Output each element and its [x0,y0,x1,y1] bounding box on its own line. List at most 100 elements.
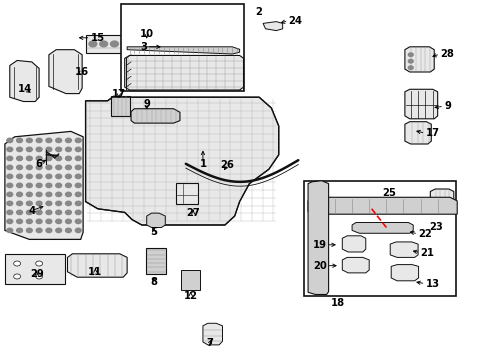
Circle shape [17,156,22,161]
Circle shape [65,147,71,152]
Text: 23: 23 [428,222,442,232]
Circle shape [46,174,52,179]
Text: 25: 25 [381,188,395,198]
Text: 4: 4 [28,206,35,216]
Text: 14: 14 [18,84,33,94]
Circle shape [7,138,13,143]
Polygon shape [127,47,239,54]
Text: 15: 15 [90,33,104,43]
Circle shape [36,210,42,215]
Text: 18: 18 [330,298,344,308]
Text: 13: 13 [425,279,439,289]
Circle shape [56,183,61,188]
Circle shape [56,192,61,197]
Circle shape [26,228,32,233]
Bar [85,35,190,53]
Circle shape [17,192,22,197]
Circle shape [7,183,13,188]
Circle shape [7,210,13,215]
Circle shape [17,138,22,143]
Bar [304,181,455,296]
Text: 3: 3 [140,42,146,52]
Circle shape [17,165,22,170]
Text: 16: 16 [75,67,89,77]
Bar [176,183,198,204]
Circle shape [65,201,71,206]
Polygon shape [351,222,412,233]
Circle shape [46,147,52,152]
Circle shape [46,219,52,224]
Text: 12: 12 [183,291,197,301]
Polygon shape [67,254,127,277]
Circle shape [17,174,22,179]
Circle shape [26,165,32,170]
Circle shape [36,201,42,206]
Circle shape [65,192,71,197]
Text: 7: 7 [206,338,213,348]
Circle shape [17,147,22,152]
Circle shape [65,138,71,143]
Circle shape [17,183,22,188]
Circle shape [26,183,32,188]
Text: 19: 19 [312,240,326,250]
Circle shape [7,174,13,179]
Circle shape [36,156,42,161]
Circle shape [65,174,71,179]
Text: 17: 17 [112,89,125,99]
Circle shape [7,228,13,233]
Polygon shape [342,257,368,273]
Circle shape [75,165,81,170]
Text: 28: 28 [439,49,453,59]
Circle shape [153,41,161,47]
Circle shape [36,183,42,188]
Circle shape [65,165,71,170]
Polygon shape [263,22,282,31]
Circle shape [26,147,32,152]
Circle shape [56,156,61,161]
Circle shape [89,41,97,47]
Text: 26: 26 [220,160,234,170]
Polygon shape [307,197,456,214]
Circle shape [65,210,71,215]
Circle shape [407,53,412,57]
Circle shape [26,192,32,197]
Circle shape [26,156,32,161]
Polygon shape [342,236,365,252]
Circle shape [26,210,32,215]
Text: 8: 8 [150,276,157,287]
Circle shape [56,147,61,152]
Circle shape [164,41,172,47]
Circle shape [56,201,61,206]
Circle shape [36,192,42,197]
Circle shape [7,219,13,224]
Circle shape [407,66,412,69]
Polygon shape [390,265,418,281]
Text: 5: 5 [150,227,157,237]
Circle shape [65,156,71,161]
Circle shape [75,138,81,143]
Circle shape [121,41,129,47]
Text: 6: 6 [36,159,42,169]
Circle shape [56,210,61,215]
Circle shape [46,192,52,197]
Circle shape [75,210,81,215]
Circle shape [7,192,13,197]
Polygon shape [124,55,243,90]
Polygon shape [404,89,437,119]
Text: 2: 2 [255,6,262,17]
Bar [5,254,64,284]
Text: 1: 1 [199,159,206,169]
Bar [145,248,166,274]
Text: 29: 29 [30,269,43,279]
Circle shape [7,201,13,206]
Circle shape [65,183,71,188]
Circle shape [17,201,22,206]
Circle shape [56,138,61,143]
Circle shape [26,219,32,224]
Circle shape [75,219,81,224]
Polygon shape [203,323,222,345]
Circle shape [46,210,52,215]
Polygon shape [389,242,417,257]
Polygon shape [146,213,165,228]
Polygon shape [307,181,328,294]
